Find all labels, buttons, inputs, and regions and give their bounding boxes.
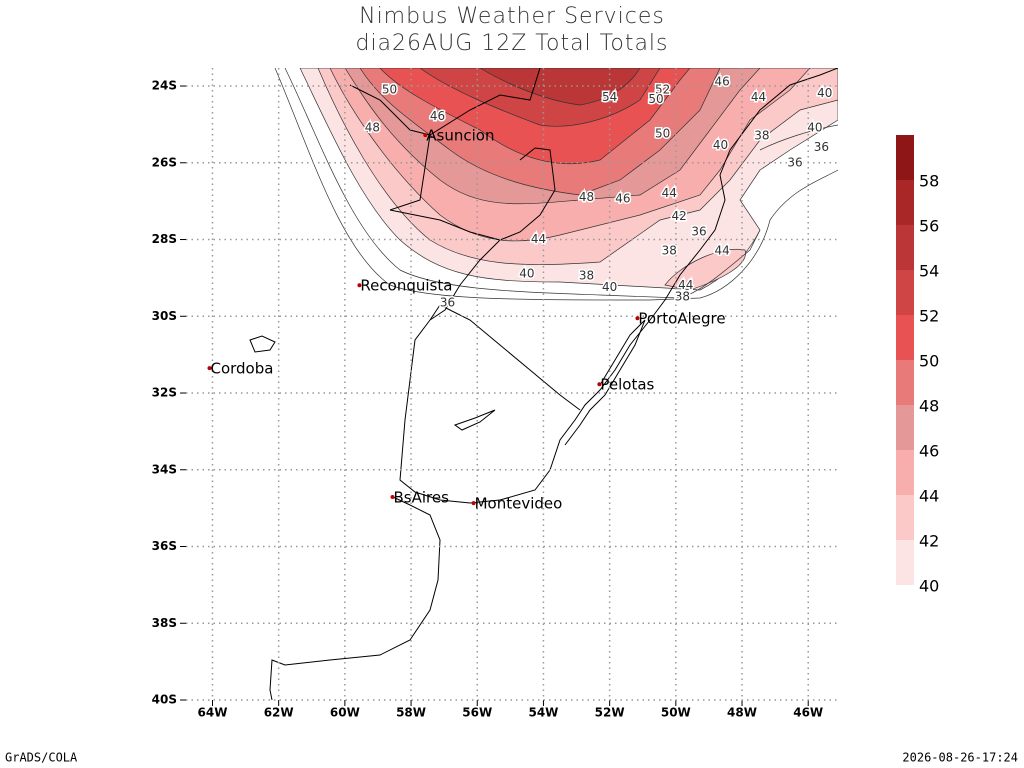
- lat-tick-label: 40S: [152, 693, 177, 707]
- lon-tick-label: 62W: [264, 706, 294, 720]
- colorbar-segment: [896, 450, 914, 495]
- city-label: PortoAlegre: [638, 310, 725, 328]
- colorbar-label: 58: [919, 172, 939, 191]
- contour-label: 38: [675, 290, 690, 304]
- contour-label: 38: [662, 244, 677, 258]
- contour-label: 36: [787, 155, 802, 169]
- colorbar-segment: [896, 180, 914, 225]
- colorbar-segment: [896, 495, 914, 540]
- lat-tick-label: 24S: [152, 79, 177, 93]
- footer-right: 2026-08-26-17:24: [902, 751, 1018, 765]
- colorbar-label: 48: [919, 397, 939, 416]
- contour-label: 36: [691, 224, 706, 238]
- contour-label: 50: [648, 92, 663, 106]
- contour-label: 40: [519, 267, 534, 281]
- title: Nimbus Weather Services: [359, 4, 665, 29]
- city-label: Reconquista: [360, 277, 452, 295]
- colorbar-label: 52: [919, 307, 939, 326]
- labels: 64W 62W 60W 58W 56W 54W 52W 50W 48W 46W 24S 26S 28S 3…: [152, 73, 834, 720]
- contour-label: 40: [602, 280, 617, 294]
- lon-tick-label: 50W: [661, 706, 691, 720]
- graticule: [180, 68, 838, 706]
- colorbar-segment: [896, 135, 914, 180]
- colorbar-segment: [896, 360, 914, 405]
- contour-label: 44: [751, 90, 766, 104]
- contour-label: 48: [365, 121, 380, 135]
- city-marker: [390, 495, 395, 500]
- city-marker: [423, 133, 428, 138]
- city-label: Montevideo: [475, 495, 563, 513]
- footer-left: GrADS/COLA: [5, 751, 78, 765]
- contour-label: 54: [602, 90, 617, 104]
- contour-label: 46: [715, 75, 730, 89]
- city-marker: [471, 501, 476, 506]
- colorbar-label: 40: [919, 577, 939, 596]
- colorbar-label: 44: [919, 487, 939, 506]
- contour-label: 42: [671, 209, 686, 223]
- lat-tick-label: 34S: [152, 462, 177, 476]
- lon-tick-label: 60W: [330, 706, 360, 720]
- city-label: Cordoba: [210, 360, 273, 378]
- lon-tick-label: 52W: [595, 706, 625, 720]
- contour-label: 50: [382, 82, 397, 96]
- lon-tick-label: 56W: [462, 706, 492, 720]
- lat-tick-label: 32S: [152, 386, 177, 400]
- contour-label: 44: [662, 186, 677, 200]
- city-marker: [635, 316, 640, 321]
- city-label: BsAires: [394, 489, 450, 507]
- shaded-field: [274, 68, 838, 301]
- contour-label: 50: [655, 127, 670, 141]
- colorbar-label: 46: [919, 442, 939, 461]
- contour-label: 44: [715, 244, 730, 258]
- contour-label: 40: [713, 138, 728, 152]
- coastlines: [249, 68, 838, 700]
- colorbar-segment: [896, 225, 914, 270]
- contour-label: 44: [678, 278, 693, 292]
- lat-tick-label: 38S: [152, 616, 177, 630]
- contour-label: 36: [440, 295, 455, 309]
- lon-tick-label: 58W: [396, 706, 426, 720]
- contour-label: 44: [531, 232, 546, 246]
- city-marker: [597, 382, 602, 387]
- city-marker: [357, 283, 362, 288]
- lat-tick-label: 36S: [152, 539, 177, 553]
- colorbar-segment: [896, 405, 914, 450]
- colorbar-segment: [896, 540, 914, 585]
- lon-tick-label: 54W: [528, 706, 558, 720]
- lon-tick-label: 46W: [793, 706, 823, 720]
- contour-label: 40: [807, 121, 822, 135]
- colorbar-label: 54: [919, 262, 939, 281]
- city-marker: [207, 366, 212, 371]
- contour-label: 46: [615, 192, 630, 206]
- lat-tick-label: 28S: [152, 232, 177, 246]
- colorbar-label: 56: [919, 217, 939, 236]
- colorbar-segment: [896, 270, 914, 315]
- lon-tick-label: 64W: [198, 706, 228, 720]
- lon-tick-label: 48W: [727, 706, 757, 720]
- subtitle: dia26AUG 12Z Total Totals: [355, 31, 668, 56]
- contour-label: 52: [655, 82, 670, 96]
- contour-label: 36: [814, 140, 829, 154]
- colorbar-segment: [896, 315, 914, 360]
- lat-tick-label: 30S: [152, 309, 177, 323]
- colorbar-label: 42: [919, 532, 939, 551]
- lat-tick-label: 26S: [152, 155, 177, 169]
- contour-label: 46: [430, 109, 445, 123]
- colorbar-label: 50: [919, 352, 939, 371]
- contour-label: 38: [754, 128, 769, 142]
- contour-label: 38: [579, 268, 594, 282]
- contour-label: 48: [579, 190, 594, 204]
- city-label: Asuncion: [426, 127, 494, 145]
- city-label: Pelotas: [600, 376, 654, 394]
- contour-label: 40: [817, 86, 832, 100]
